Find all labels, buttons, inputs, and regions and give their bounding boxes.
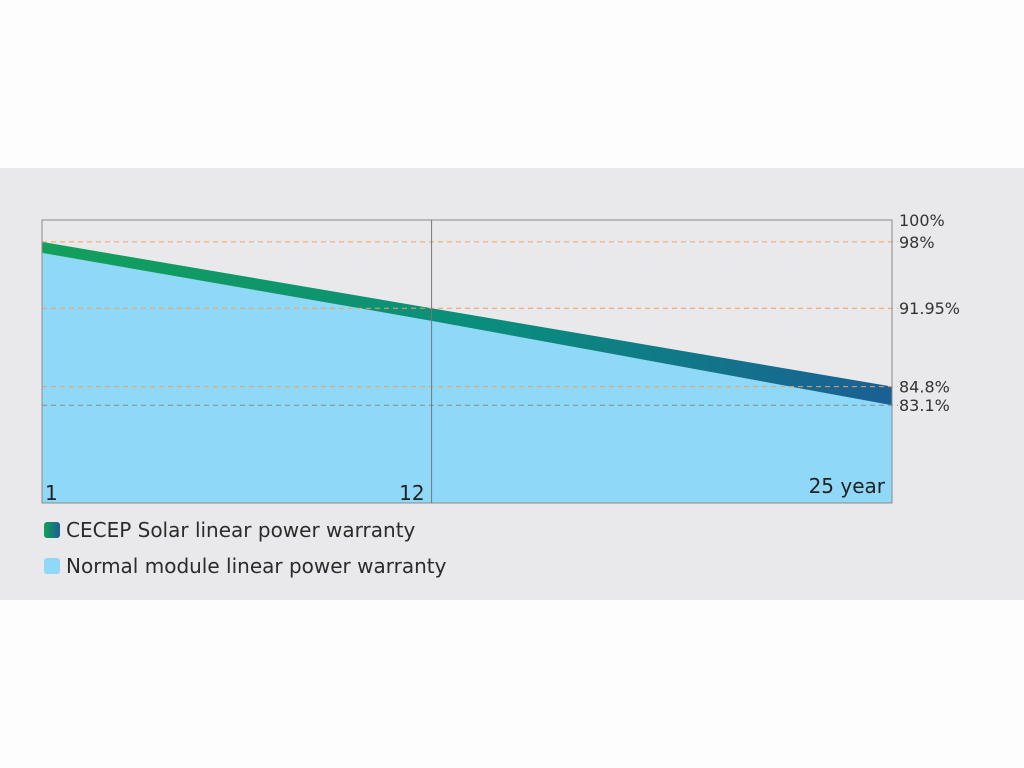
- legend-item-normal: Normal module linear power warranty: [44, 548, 446, 584]
- legend-label-cecep: CECEP Solar linear power warranty: [66, 518, 416, 542]
- y-tick-label: 100%: [899, 211, 945, 230]
- legend-swatch-cecep: [44, 522, 60, 538]
- legend-label-normal: Normal module linear power warranty: [66, 554, 447, 578]
- x-tick-label: 1: [45, 481, 58, 505]
- legend-item-cecep: CECEP Solar linear power warranty: [44, 512, 446, 548]
- legend-swatch-normal: [44, 558, 60, 574]
- y-tick-label: 91.95%: [899, 299, 960, 318]
- y-tick-label: 98%: [899, 233, 935, 252]
- y-tick-label: 83.1%: [899, 396, 950, 415]
- plot-frame: [41, 219, 893, 504]
- chart-legend: CECEP Solar linear power warranty Normal…: [44, 512, 446, 584]
- x-tick-label: 25 year: [809, 474, 886, 498]
- normal-module-area: [42, 252, 892, 503]
- x-tick-label: 12: [399, 481, 424, 505]
- y-tick-label: 84.8%: [899, 378, 950, 397]
- cecep-warranty-band: [42, 241, 892, 406]
